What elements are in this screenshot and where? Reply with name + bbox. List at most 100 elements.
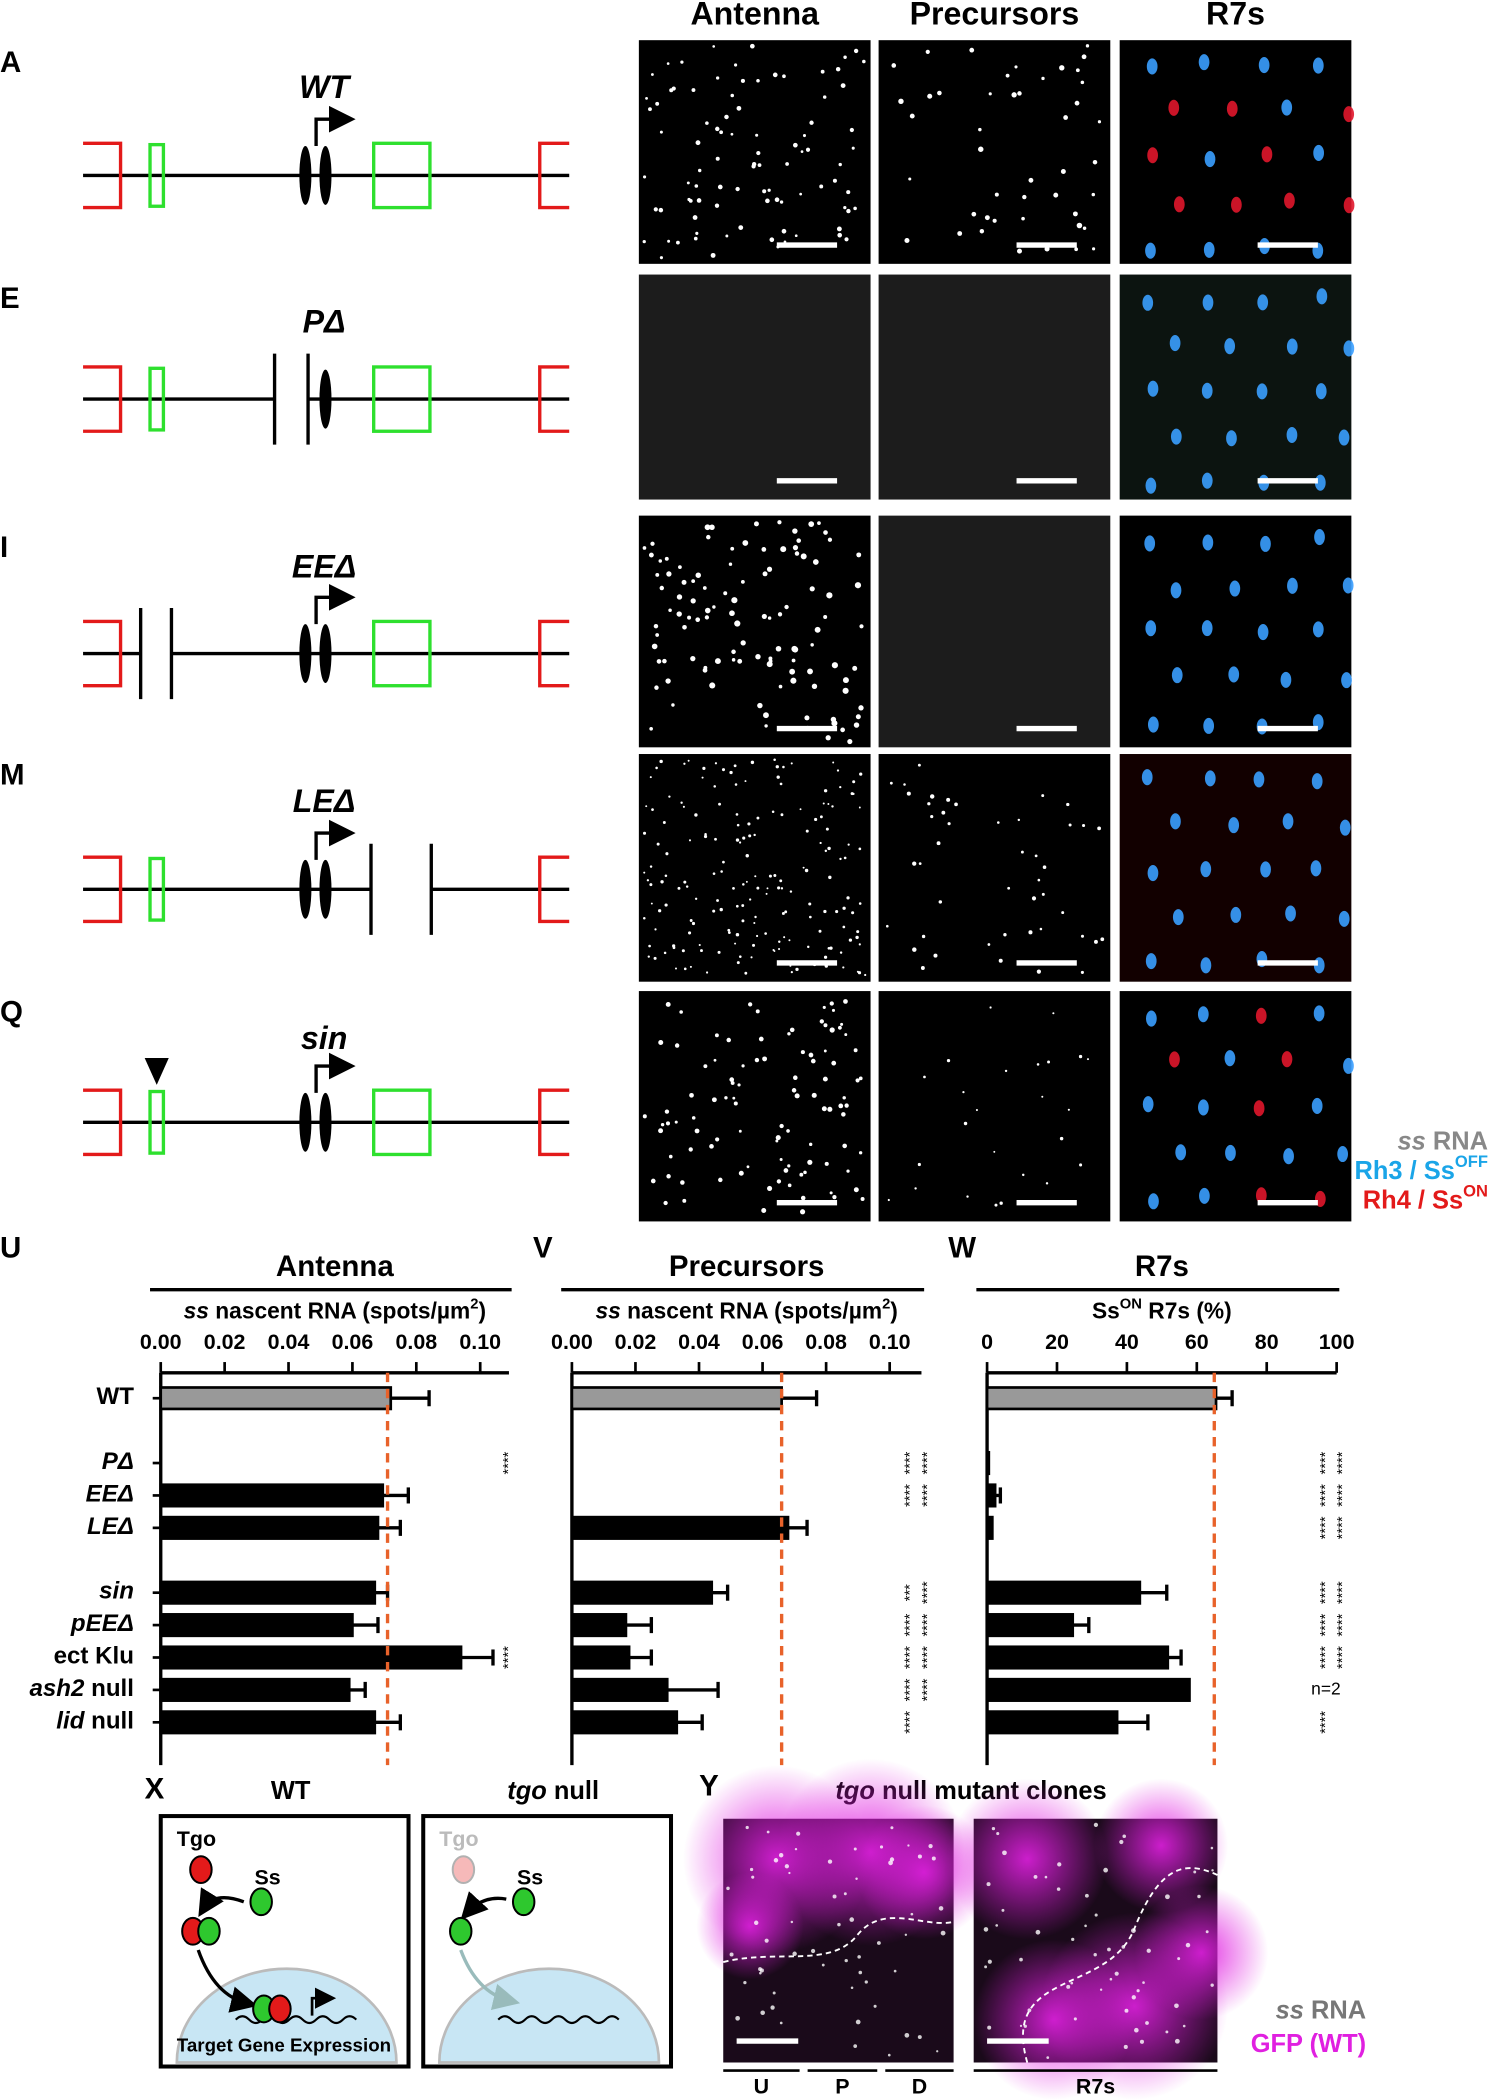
rna-spot [765,198,770,204]
rna-spot [873,2004,877,2008]
enhancer-large [372,1088,432,1157]
rna-spot [1210,1983,1214,1987]
legend-entry-part: Rh4 / Ss [1363,1186,1463,1214]
x-axis-label-part: R7s (%) [1142,1298,1232,1324]
enhancer-small [148,1089,166,1155]
rna-spot [736,105,742,111]
rna-spot [775,645,782,652]
rna-spot [938,1906,944,1911]
column-header: Precursors [910,0,1080,32]
rna-spot [855,935,859,940]
r7-cell [1226,430,1237,447]
rna-spot [695,617,701,622]
rna-spot [764,932,767,935]
rna-spot [1080,934,1085,938]
rna-spot [767,188,771,192]
rna-spot [1034,854,1038,858]
import-arrow [459,1949,521,2010]
rna-spot [772,72,778,78]
r7-cell [1202,534,1214,551]
rna-spot [864,1980,868,1984]
rna-spot [1052,1012,1055,1015]
rna-spot [680,1180,685,1185]
rna-spot [745,854,749,858]
rna-spot [898,98,904,105]
rna-spot [858,1076,863,1081]
rna-spot [966,1195,969,1198]
rna-spot [655,101,660,106]
rna-spot [679,1010,683,1014]
rna-spot [832,178,837,183]
insulator-left [83,365,123,433]
category-text: null [84,1675,134,1702]
rna-spot [890,1826,894,1830]
r7-cell [1147,147,1158,164]
bar [985,1613,1075,1638]
rna-spot [1084,1924,1087,1928]
rna-spot [936,2050,939,2053]
protein-label: Tgo [439,1827,478,1851]
rna-spot [658,559,663,563]
rna-spot [737,658,743,664]
rna-spot [762,1056,768,1062]
micrograph [638,40,871,264]
rna-spot [756,816,760,820]
rna-spot [713,1058,717,1062]
rna-spot [723,591,728,596]
rna-spot [1046,2056,1050,2060]
significance: **** [1318,1451,1334,1474]
r7-cell [1197,1006,1209,1023]
rna-spot [1097,826,1102,831]
rna-spot [755,654,761,660]
rna-spot [779,200,784,204]
rna-spot [741,1064,745,1068]
rna-spot [717,184,723,190]
rna-spot [790,762,793,765]
rna-spot [807,668,813,675]
category-text: null [84,1708,134,1735]
rna-spot [736,823,740,827]
rna-spot [765,892,768,895]
rna-spot [1085,44,1090,48]
rna-spot [651,73,654,76]
rna-spot [821,1106,827,1112]
rna-spot [722,860,725,864]
r7-cell [1169,335,1181,352]
rna-spot [686,181,690,185]
category-text: ect Klu [54,1643,134,1670]
rna-spot [1022,194,1027,200]
rna-spot [1041,76,1045,81]
rna-spot [753,921,756,925]
rna-spot [799,1172,804,1177]
x-axis-label-part: 2 [470,1296,478,1312]
significance: **** [1318,1711,1334,1734]
rna-spot [726,1886,730,1891]
chart-title: R7s [1135,1250,1189,1283]
rna-spot [756,886,760,890]
rna-spot [758,1036,764,1042]
rna-spot [704,832,707,836]
rna-spot [730,132,734,136]
rna-spot [817,521,821,525]
rna-spot [1174,2003,1179,2009]
significance: **** [1335,1484,1351,1507]
rna-spot [971,211,977,217]
rna-spot [750,760,755,765]
rna-spot [1100,937,1105,942]
bar [159,1710,377,1735]
rna-spot [805,829,809,833]
rna-spot [745,1825,749,1830]
rna-spot [642,1114,647,1119]
rna-spot [719,907,723,912]
rna-spot [784,910,788,914]
rna-spot [1074,247,1079,252]
rna-spot [779,2021,783,2025]
rna-spot [1027,2008,1032,2013]
rna-spot [812,559,819,565]
rna-spot [711,1097,717,1103]
rna-spot [766,566,773,572]
bar [159,1386,393,1411]
r7-cell [1311,1097,1323,1115]
rna-spot [1197,1894,1201,1899]
rna-spot [991,1827,996,1831]
